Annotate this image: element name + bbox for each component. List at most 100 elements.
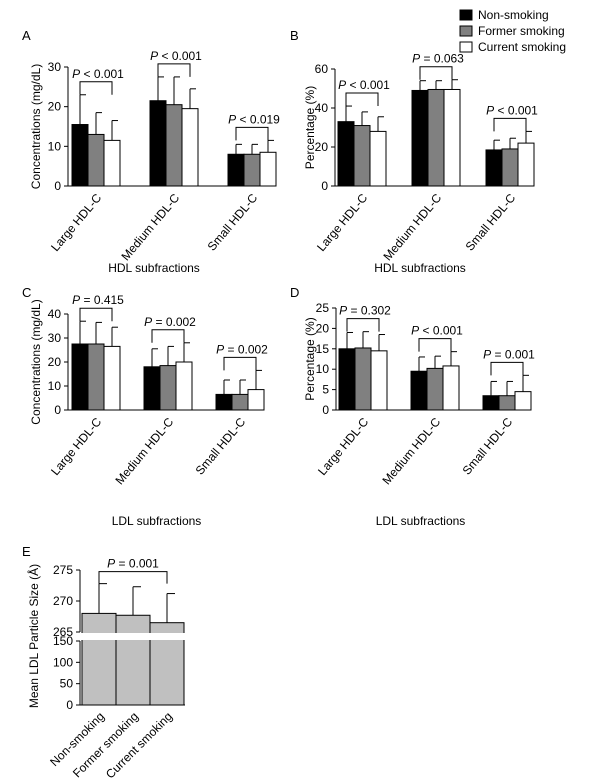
bar [215, 393, 233, 411]
x-tick-label: Small HDL-C [460, 415, 516, 478]
p-value-text: < 0.019 [236, 112, 280, 126]
p-symbol: P [411, 324, 419, 338]
y-tick-label: 100 [53, 655, 73, 669]
significance-bracket [490, 361, 524, 376]
y-axis-title: Percentage (%) [303, 317, 317, 400]
y-tick-label: 0 [322, 403, 329, 417]
y-tick-label: 275 [53, 563, 73, 577]
panel-letter: B [290, 28, 299, 43]
significance-bracket [79, 307, 113, 322]
bar [426, 367, 444, 411]
legend-swatch [459, 41, 473, 53]
y-axis-title: Concentrations (mg/dL) [29, 64, 43, 189]
bar [243, 153, 261, 187]
bar [353, 125, 371, 187]
legend-label: Former smoking [478, 24, 565, 38]
bar [427, 88, 445, 187]
bar [71, 343, 89, 411]
x-tick-label: Small HDL-C [205, 191, 261, 254]
y-tick-label: 0 [66, 698, 73, 712]
y-tick-label: 30 [48, 60, 62, 74]
bar [181, 108, 199, 187]
p-value-label: P = 0.415 [72, 293, 124, 307]
p-symbol: P [483, 347, 491, 361]
significance-bracket [157, 63, 191, 77]
bar [227, 153, 245, 187]
y-tick-label: 20 [315, 140, 329, 154]
p-value-label: P = 0.002 [216, 342, 268, 356]
y-tick-label: 20 [48, 355, 62, 369]
panel-letter: C [22, 285, 31, 300]
p-symbol: P [72, 293, 80, 307]
x-tick-label: Large HDL-C [314, 191, 370, 254]
p-value-text: = 0.302 [347, 304, 391, 318]
x-axis-title: HDL subfractions [108, 261, 200, 275]
p-value-text: = 0.063 [420, 52, 464, 66]
axis-break-gap [74, 633, 187, 640]
x-tick-label: Medium HDL-C [380, 191, 444, 264]
significance-bracket [151, 329, 185, 343]
bar [259, 151, 277, 187]
p-symbol: P [338, 78, 346, 92]
p-value-text: < 0.001 [158, 49, 202, 63]
p-value-label: P < 0.001 [411, 324, 463, 338]
y-tick-label: 0 [321, 179, 328, 193]
x-tick-label: Large HDL-C [48, 415, 104, 478]
bar [115, 614, 151, 706]
bar [369, 130, 387, 187]
significance-bracket [418, 338, 452, 352]
p-value-text: = 0.002 [152, 315, 196, 329]
x-tick-label: Large HDL-C [48, 191, 104, 254]
panel-letter: E [22, 544, 31, 559]
y-tick-label: 0 [54, 179, 61, 193]
y-tick-label: 265 [53, 625, 73, 639]
p-value-text: < 0.001 [494, 103, 538, 117]
y-tick-label: 60 [315, 62, 329, 76]
x-tick-label: Medium HDL-C [118, 191, 182, 264]
bar [175, 361, 193, 411]
bar [103, 345, 121, 411]
p-value-label: P = 0.002 [144, 315, 196, 329]
y-tick-label: 30 [48, 331, 62, 345]
bar [149, 100, 167, 187]
y-tick-label: 10 [48, 379, 62, 393]
p-symbol: P [150, 49, 158, 63]
p-value-label: P < 0.001 [150, 49, 202, 63]
significance-bracket [345, 92, 379, 107]
panel-letter: A [22, 28, 31, 43]
bar [247, 389, 265, 411]
bar [410, 370, 428, 411]
y-tick-label: 150 [53, 634, 73, 648]
x-tick-label: Small HDL-C [193, 415, 249, 478]
p-value-label: P < 0.001 [72, 67, 124, 81]
bar [159, 365, 177, 411]
p-value-label: P = 0.302 [339, 304, 391, 318]
bar [338, 348, 356, 411]
p-value-label: P < 0.019 [228, 112, 280, 126]
bar [337, 121, 355, 187]
significance-bracket [346, 318, 380, 332]
p-value-label: P = 0.001 [107, 557, 159, 571]
significance-bracket [79, 81, 113, 95]
p-value-label: P = 0.001 [483, 347, 535, 361]
y-axis-title: Mean LDL Particle Size (Å) [26, 564, 41, 708]
panel-a: A 0 10 20 30 Concentrations (mg/dL) Large HDL-… [22, 28, 280, 275]
y-axis-title: Concentrations (mg/dL) [29, 299, 43, 424]
bar [81, 612, 117, 706]
x-axis-title: LDL subfractions [376, 514, 466, 528]
bar [71, 124, 89, 187]
bar [231, 393, 249, 411]
p-value-text: = 0.415 [80, 293, 124, 307]
y-tick-label: 0 [54, 403, 61, 417]
legend-label: Current smoking [478, 40, 566, 54]
bar [165, 104, 183, 187]
legend-swatch [459, 9, 473, 21]
p-symbol: P [228, 112, 236, 126]
p-value-label: P < 0.001 [338, 78, 390, 92]
x-tick-label: Medium HDL-C [379, 415, 443, 488]
bar [87, 133, 105, 187]
x-axis-title: HDL subfractions [374, 261, 466, 275]
bar [485, 149, 503, 187]
legend-label: Non-smoking [478, 8, 549, 22]
